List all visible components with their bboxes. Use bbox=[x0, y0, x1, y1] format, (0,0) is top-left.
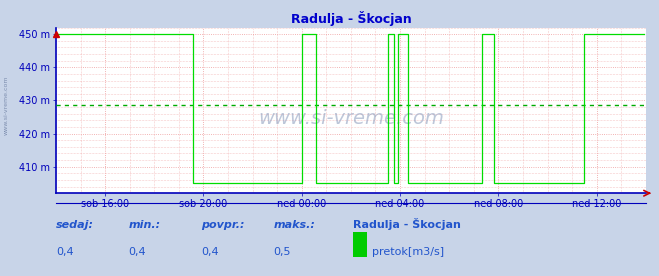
Text: min.:: min.: bbox=[129, 220, 161, 230]
Text: 0,4: 0,4 bbox=[129, 247, 146, 257]
Text: maks.:: maks.: bbox=[273, 220, 316, 230]
Text: Radulja - Škocjan: Radulja - Škocjan bbox=[353, 218, 461, 230]
Text: pretok[m3/s]: pretok[m3/s] bbox=[372, 247, 444, 257]
Title: Radulja - Škocjan: Radulja - Škocjan bbox=[291, 11, 411, 26]
Text: www.si-vreme.com: www.si-vreme.com bbox=[258, 109, 444, 128]
Text: www.si-vreme.com: www.si-vreme.com bbox=[4, 75, 9, 135]
Text: 0,5: 0,5 bbox=[273, 247, 291, 257]
Text: 0,4: 0,4 bbox=[201, 247, 219, 257]
Text: povpr.:: povpr.: bbox=[201, 220, 244, 230]
Text: sedaj:: sedaj: bbox=[56, 220, 94, 230]
Text: 0,4: 0,4 bbox=[56, 247, 74, 257]
